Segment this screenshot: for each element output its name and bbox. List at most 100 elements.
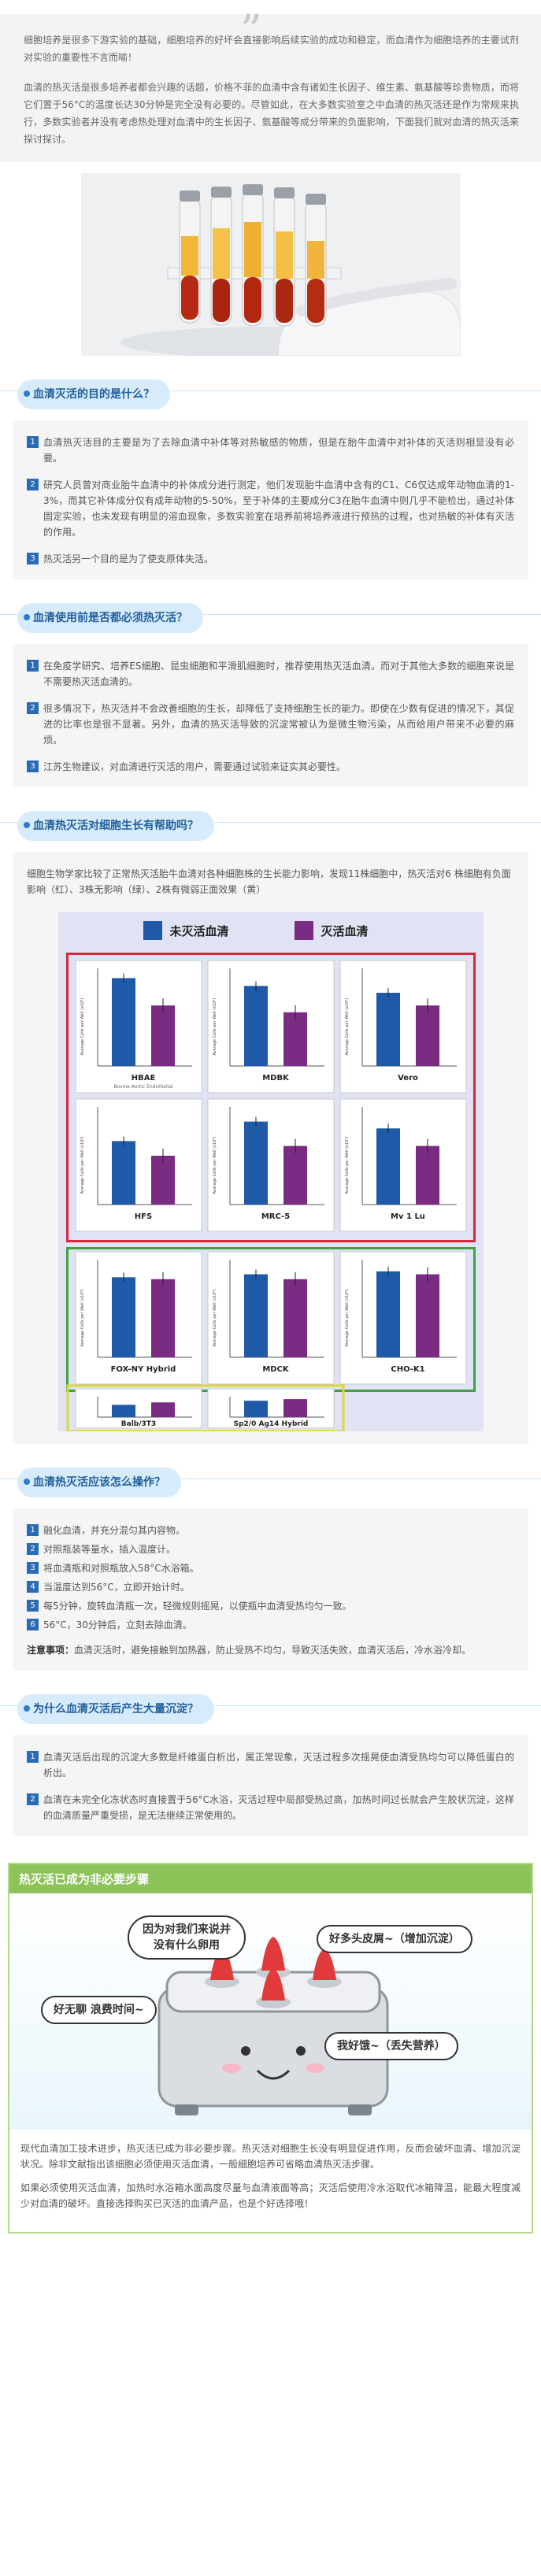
y-axis-label: Average Cells per Well (x10⁴) [213, 998, 217, 1056]
group-outline-positive [66, 1384, 344, 1431]
legend-label: 灭活血清 [321, 923, 369, 938]
article: ” 细胞培养是很多下游实验的基础，细胞培养的好坏会直接影响后续实验的成功和稳定，… [0, 9, 541, 2234]
legend-swatch-untreated [143, 921, 162, 940]
section-title: 血清使用前是否都必须热灭活？ [17, 603, 203, 633]
heading-rule [0, 1479, 541, 1491]
bar-untreated [243, 1401, 268, 1417]
heading-rule [0, 390, 541, 403]
panel-label: Vero [398, 1074, 418, 1083]
bar-treated [283, 1146, 307, 1205]
legend-item-treated: 灭活血清 [294, 921, 369, 940]
conclusion-paragraph: 现代血清加工技术进步，热灭活已成为非必要步骤。热灭活对细胞生长没有明显促进作用，… [20, 2143, 521, 2170]
step-item: 5 每5分钟，旋转血清瓶一次，轻微规则摇晃，以使瓶中血清受热均匀一致。 [27, 1598, 514, 1614]
panel-label: HBAE [131, 1074, 155, 1083]
step-text: 对照瓶装等量水，插入温度计。 [43, 1544, 176, 1555]
conclusion-title: 热灭活已成为非必要步骤 [9, 1864, 532, 1893]
step-item: 1 融化血清，并充分混匀其内容物。 [27, 1523, 514, 1538]
chart-panel: MDBK Average Cells per Well (x10⁴) [207, 960, 334, 1094]
panel-sublabel: Bovine Aortic Endothelial [113, 1084, 173, 1090]
y-axis-label: Average Cells per Well (x10⁴) [80, 998, 85, 1056]
chart-panel: Mv 1 Lu Average Cells per Well (x10⁴) [339, 1098, 466, 1232]
bar-untreated [243, 1121, 268, 1205]
bar-treated [150, 1279, 175, 1357]
heading-rule [0, 614, 541, 627]
item-number: 1 [27, 436, 39, 448]
speech-bubble: 因为对我们来说并没有什么卵用 [128, 1915, 246, 1960]
bar-untreated [376, 993, 400, 1066]
list-item: 1 血清灭活后出现的沉淀大多数是纤维蛋白析出，属正常现象，灭活过程多次摇晃使血清… [27, 1749, 514, 1781]
conclusion-box: 热灭活已成为非必要步骤 [8, 1863, 533, 2234]
panel-label: Balb/3T3 [120, 1420, 155, 1428]
section-panel-precipitate: 1 血清灭活后出现的沉淀大多数是纤维蛋白析出，属正常现象，灭活过程多次摇晃使血清… [13, 1735, 528, 1836]
section-heading: 血清热灭活对细胞生长有帮助吗？ [0, 811, 541, 846]
item-number: 3 [27, 553, 39, 564]
bar-untreated [376, 1128, 400, 1205]
panel-frame [339, 1098, 466, 1232]
item-text: 血清热灭活目的主要是为了去除血清中补体等对热敏感的物质，但是在胎牛血清中对补体的… [43, 437, 514, 464]
bar-untreated [111, 1405, 135, 1417]
bar-untreated [243, 986, 268, 1066]
item-number: 2 [27, 479, 39, 490]
chart-intro-text: 细胞生物学家比较了正常热灭活胎牛血清对各种细胞株的生长能力影响，发现11株细胞中… [27, 868, 511, 895]
item-number: 2 [27, 1793, 39, 1805]
chart-panel: HFS Average Cells per Well (x10⁴) [75, 1098, 202, 1232]
panel-label: HFS [134, 1212, 151, 1221]
panel-label: CHO-K1 [391, 1365, 424, 1374]
step-number: 1 [27, 1524, 39, 1536]
speech-bubble: 好无聊 浪费时间~ [41, 1996, 157, 2024]
intro-quote-box: ” 细胞培养是很多下游实验的基础，细胞培养的好坏会直接影响后续实验的成功和稳定，… [0, 9, 541, 162]
quote-mark-icon: ” [240, 6, 262, 55]
section-heading: 血清灭活的目的是什么？ [0, 379, 541, 414]
y-axis-label: Average Cells per Well (x10⁴) [345, 998, 350, 1056]
panel-frame [75, 1098, 202, 1232]
step-item: 4 当温度达到56°C，立即开始计时。 [27, 1579, 514, 1595]
step-item: 3 将血清瓶和对照瓶放入58°C水浴箱。 [27, 1560, 514, 1576]
item-number: 1 [27, 660, 39, 672]
section-title: 为什么血清灭活后产生大量沉淀？ [17, 1694, 214, 1724]
legend-swatch-treated [294, 921, 313, 940]
panel-frame [207, 1098, 334, 1232]
bar-untreated [243, 1274, 268, 1357]
y-axis-label: Average Cells per Well (x10⁴) [345, 1137, 350, 1194]
item-text: 很多情况下，热灭活并不会改善细胞的生长，却降低了支持细胞生长的能力。即使在少数有… [43, 703, 514, 746]
bar-untreated [111, 1277, 135, 1357]
step-number: 2 [27, 1543, 39, 1555]
item-text: 在免疫学研究、培养ES细胞、昆虫细胞和平滑肌细胞时，推荐使用热灭活血清。而对于其… [43, 661, 514, 687]
water-bath-cartoon: 因为对我们来说并没有什么卵用 好多头皮屑~（增加沉淀） 好无聊 浪费时间~ 我好… [9, 1893, 532, 2130]
item-text: 江苏生物建议，对血清进行灭活的用户，需要通过试验来证实其必要性。 [43, 761, 346, 772]
chart-panel: Sp2/0 Ag14 Hybrid [207, 1388, 334, 1429]
chart-panel: Balb/3T3 [75, 1388, 202, 1429]
chart-panel: Vero Average Cells per Well (x10⁴) [339, 960, 466, 1094]
item-text: 研究人员曾对商业胎牛血清中的补体成分进行测定，他们发现胎牛血清中含有的C1、C6… [43, 479, 514, 538]
caution-text: 血清灭活时，避免接触到加热器，防止受热不均匀，导致灭活失败，血清灭活后，冷水浴冷… [74, 1645, 472, 1656]
y-axis-label: Average Cells per Well (x10⁴) [213, 1290, 217, 1347]
section-panel-purpose: 1 血清热灭活目的主要是为了去除血清中补体等对热敏感的物质，但是在胎牛血清中对补… [13, 420, 528, 579]
water-bath-illustration [157, 1937, 389, 2115]
section-title: 血清热灭活应该怎么操作？ [17, 1468, 181, 1497]
step-number: 6 [27, 1619, 39, 1630]
section-heading: 为什么血清灭活后产生大量沉淀？ [0, 1694, 541, 1729]
serum-tubes-photo [80, 173, 461, 356]
step-item: 2 对照瓶装等量水，插入温度计。 [27, 1542, 514, 1557]
panel-label: MDBK [262, 1074, 290, 1083]
list-item: 2 研究人员曾对商业胎牛血清中的补体成分进行测定，他们发现胎牛血清中含有的C1、… [27, 477, 514, 540]
serum-tubes-illustration [80, 173, 461, 356]
step-number: 5 [27, 1600, 39, 1612]
item-number: 3 [27, 761, 39, 772]
legend-label: 未灭活血清 [169, 923, 229, 938]
step-text: 融化血清，并充分混匀其内容物。 [43, 1525, 186, 1536]
item-text: 热灭活另一个目的是为了使支原体失活。 [43, 553, 214, 564]
panel-frame [207, 1251, 334, 1385]
section-heading: 血清使用前是否都必须热灭活？ [0, 603, 541, 638]
panel-frame [75, 960, 202, 1094]
bar-treated [415, 1146, 439, 1205]
bar-treated [283, 1012, 307, 1066]
panel-frame [339, 1251, 466, 1385]
step-number: 3 [27, 1562, 39, 1574]
step-text: 将血清瓶和对照瓶放入58°C水浴箱。 [43, 1563, 199, 1574]
bar-untreated [111, 978, 135, 1066]
group-box-negative [65, 953, 476, 1242]
item-text: 血清在未完全化冻状态时直接置于56°C水浴，灭活过程中局部受热过高，加热时间过长… [43, 1794, 514, 1821]
